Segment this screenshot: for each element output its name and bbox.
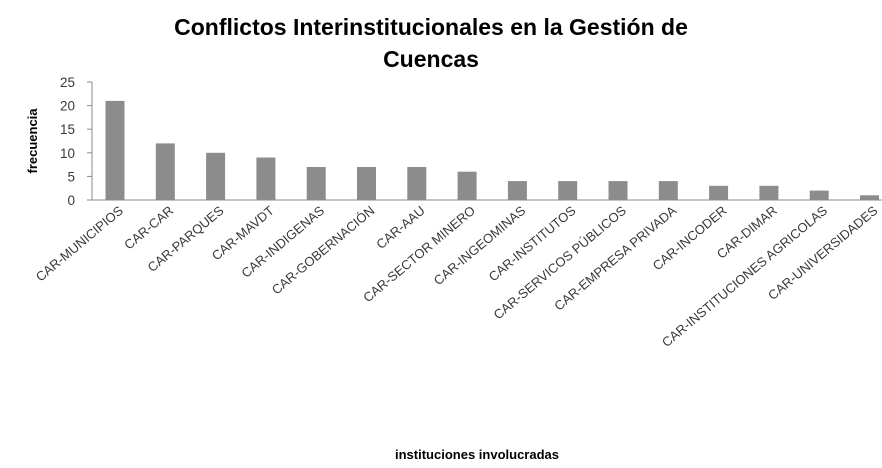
y-tick-label: 0	[67, 193, 75, 208]
chart-title-line-2: Cuencas	[383, 46, 479, 72]
x-category-label: CAR-INGEOMINAS	[431, 203, 529, 289]
bar-car-universidades	[860, 195, 879, 200]
x-axis-title: instituciones involucradas	[395, 447, 559, 462]
bars	[105, 100, 879, 200]
y-tick-label: 25	[60, 75, 75, 90]
x-axis-category-labels: CAR-MUNICIPIOSCAR-CARCAR-PARQUESCAR-MAVD…	[33, 203, 881, 350]
bar-car-mavdt	[256, 157, 276, 200]
bar-car-empresa-privada	[658, 181, 678, 200]
bar-car-instituciones-agricolas	[809, 190, 829, 200]
x-category-label: CAR-INSTITUTOS	[486, 203, 579, 285]
y-axis-title: frecuencia	[25, 108, 40, 174]
y-tick-label: 5	[67, 169, 75, 184]
bar-car-incoder	[709, 185, 729, 200]
bar-car-municipios	[105, 100, 125, 200]
bar-car-institutos	[558, 181, 578, 200]
bar-car-ingeominas	[507, 181, 527, 200]
y-tick-label: 10	[60, 146, 75, 161]
bar-car-dimar	[759, 185, 779, 200]
axes	[91, 82, 882, 201]
bar-car-indigenas	[306, 167, 326, 200]
bar-car-car	[155, 143, 175, 200]
y-tick-label: 20	[60, 99, 75, 114]
chart-title-line-1: Conflictos Interinstitucionales en la Ge…	[174, 14, 688, 40]
bar-car-aau	[407, 167, 427, 200]
x-category-label: CAR-MUNICIPIOS	[33, 203, 126, 285]
x-category-label: CAR-INDIGENAS	[238, 203, 327, 281]
chart-title: Conflictos Interinstitucionales en la Ge…	[174, 14, 688, 72]
bar-car-servicos-p-blicos	[608, 181, 628, 200]
bar-car-parques	[206, 152, 226, 200]
bar-car-sector-minero	[457, 171, 477, 200]
y-tick-label: 15	[60, 122, 75, 137]
bar-car-gobernaci-n	[357, 167, 376, 200]
y-axis-ticks: 0 5 10 15 20 25	[60, 75, 92, 208]
